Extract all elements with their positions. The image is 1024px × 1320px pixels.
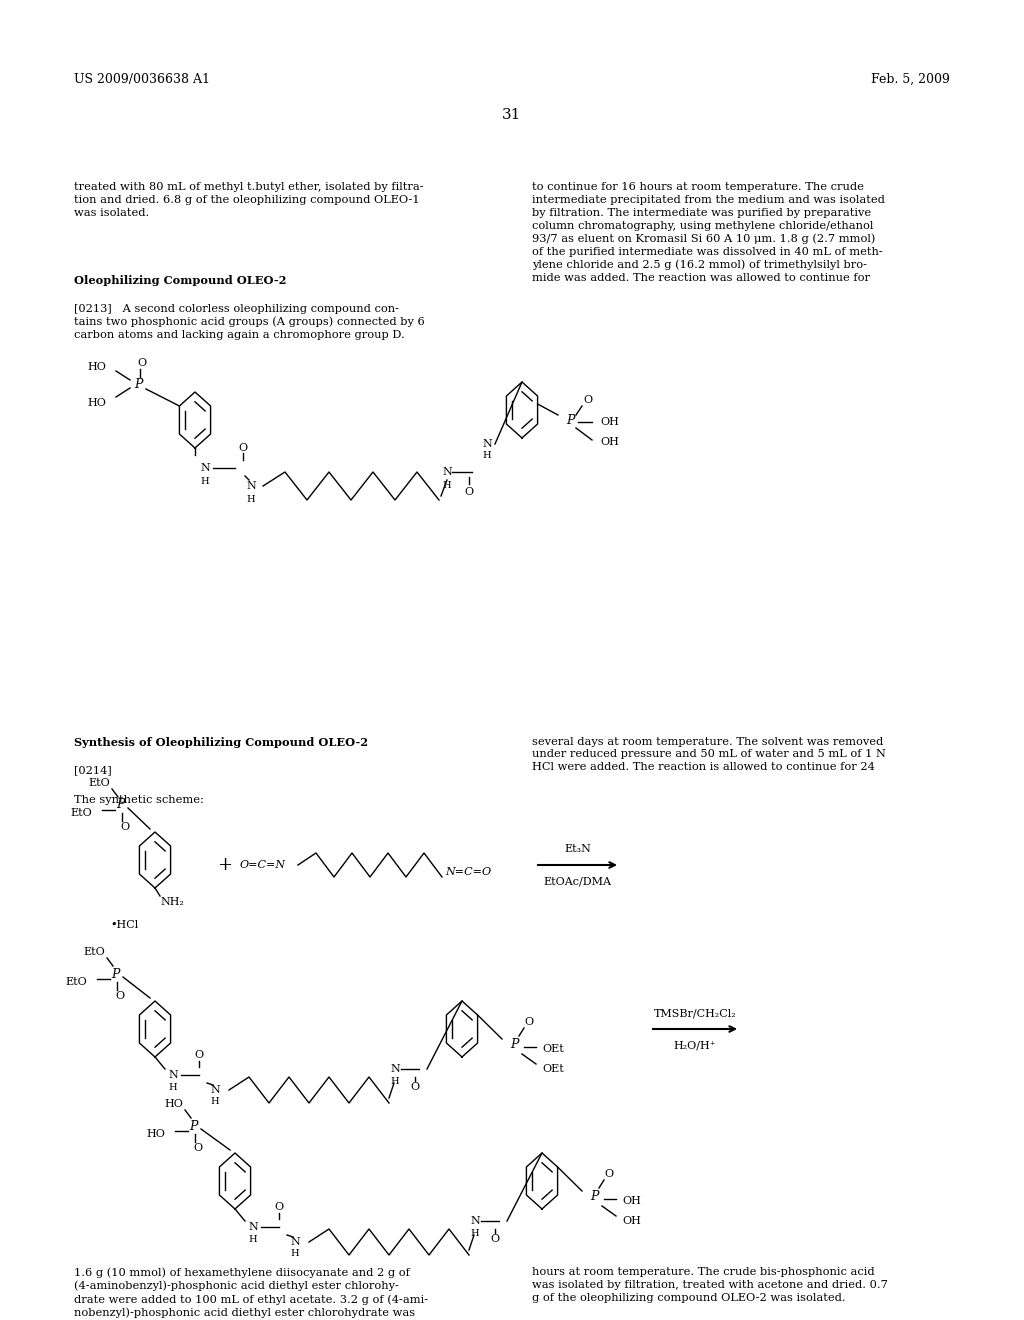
Text: Feb. 5, 2009: Feb. 5, 2009 [871, 73, 950, 86]
Text: HO: HO [164, 1100, 183, 1109]
Text: O: O [465, 487, 473, 498]
Text: The synthetic scheme:: The synthetic scheme: [74, 795, 204, 805]
Text: O: O [137, 358, 146, 368]
Text: OH: OH [600, 437, 618, 447]
Text: Oleophilizing Compound OLEO-2: Oleophilizing Compound OLEO-2 [74, 275, 287, 285]
Text: H: H [201, 477, 209, 486]
Text: •HCl: •HCl [111, 920, 139, 931]
Text: P: P [566, 413, 574, 426]
Text: OH: OH [622, 1196, 641, 1206]
Text: N: N [200, 463, 210, 473]
Text: H: H [249, 1234, 257, 1243]
Text: H: H [471, 1229, 479, 1238]
Text: NH₂: NH₂ [160, 898, 184, 907]
Text: O: O [121, 822, 130, 832]
Text: O=C=N: O=C=N [240, 861, 286, 870]
Text: H: H [391, 1077, 399, 1085]
Text: treated with 80 mL of methyl t.butyl ether, isolated by filtra-
tion and dried. : treated with 80 mL of methyl t.butyl eth… [74, 182, 423, 218]
Text: H: H [247, 495, 255, 503]
Text: N=C=O: N=C=O [445, 867, 492, 876]
Text: N: N [248, 1222, 258, 1232]
Text: O: O [604, 1170, 613, 1179]
Text: Synthesis of Oleophilizing Compound OLEO-2: Synthesis of Oleophilizing Compound OLEO… [74, 737, 368, 747]
Text: OH: OH [600, 417, 618, 426]
Text: P: P [111, 968, 119, 981]
Text: O: O [524, 1016, 534, 1027]
Text: H: H [482, 451, 492, 461]
Text: N: N [470, 1216, 480, 1226]
Text: OEt: OEt [542, 1044, 564, 1053]
Text: EtO: EtO [83, 946, 105, 957]
Text: OEt: OEt [542, 1064, 564, 1074]
Text: EtO: EtO [71, 808, 92, 818]
Text: N: N [168, 1071, 178, 1080]
Text: P: P [590, 1189, 598, 1203]
Text: HO: HO [87, 362, 106, 372]
Text: N: N [290, 1237, 300, 1247]
Text: [0213]   A second colorless oleophilizing compound con-
tains two phosphonic aci: [0213] A second colorless oleophilizing … [74, 304, 425, 341]
Text: EtOAc/DMA: EtOAc/DMA [544, 876, 611, 886]
Text: H: H [291, 1250, 299, 1258]
Text: O: O [116, 991, 125, 1001]
Text: N: N [390, 1064, 400, 1074]
Text: O: O [274, 1203, 284, 1212]
Text: several days at room temperature. The solvent was removed
under reduced pressure: several days at room temperature. The so… [532, 737, 887, 772]
Text: O: O [411, 1082, 420, 1092]
Text: P: P [116, 799, 124, 812]
Text: O: O [584, 395, 593, 405]
Text: TMSBr/CH₂Cl₂: TMSBr/CH₂Cl₂ [653, 1008, 736, 1018]
Text: Et₃N: Et₃N [564, 843, 591, 854]
Text: to continue for 16 hours at room temperature. The crude
intermediate precipitate: to continue for 16 hours at room tempera… [532, 182, 886, 284]
Text: OH: OH [622, 1216, 641, 1226]
Text: N: N [442, 467, 452, 477]
Text: hours at room temperature. The crude bis-phosphonic acid
was isolated by filtrat: hours at room temperature. The crude bis… [532, 1267, 889, 1303]
Text: H: H [442, 480, 452, 490]
Text: N: N [246, 480, 256, 491]
Text: O: O [194, 1143, 203, 1152]
Text: P: P [188, 1119, 198, 1133]
Text: O: O [490, 1234, 500, 1243]
Text: P: P [134, 379, 142, 392]
Text: H: H [169, 1082, 177, 1092]
Text: EtO: EtO [66, 977, 87, 987]
Text: N: N [482, 440, 492, 449]
Text: N: N [210, 1085, 220, 1096]
Text: H₂O/H⁺: H₂O/H⁺ [674, 1040, 716, 1049]
Text: [0214]: [0214] [74, 766, 112, 776]
Text: 1.6 g (10 mmol) of hexamethylene diisocyanate and 2 g of
(4-aminobenzyl)-phospho: 1.6 g (10 mmol) of hexamethylene diisocy… [74, 1267, 428, 1320]
Text: HO: HO [87, 399, 106, 408]
Text: 31: 31 [503, 108, 521, 123]
Text: O: O [239, 444, 248, 453]
Text: HO: HO [146, 1129, 165, 1139]
Text: EtO: EtO [88, 777, 110, 788]
Text: H: H [211, 1097, 219, 1106]
Text: US 2009/0036638 A1: US 2009/0036638 A1 [74, 73, 210, 86]
Text: +: + [217, 855, 232, 874]
Text: P: P [510, 1038, 518, 1051]
Text: O: O [195, 1049, 204, 1060]
